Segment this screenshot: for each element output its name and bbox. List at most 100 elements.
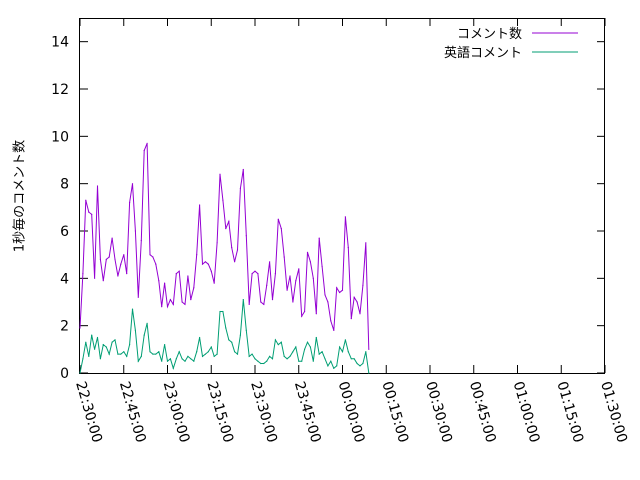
data-point-s1	[102, 344, 104, 346]
data-point-s0	[248, 303, 250, 305]
data-point-s1	[333, 367, 335, 369]
data-point-s1	[96, 336, 99, 339]
data-point-s0	[137, 296, 139, 298]
data-point-s0	[231, 247, 233, 249]
data-point-s1	[210, 346, 212, 348]
data-point-s0	[330, 320, 332, 322]
data-point-s0	[289, 275, 291, 277]
data-point-s0	[315, 313, 317, 315]
y-tick-label: 6	[60, 224, 69, 240]
data-point-s1	[105, 346, 107, 348]
data-point-s1	[184, 360, 186, 362]
x-tick-label: 22:30:00	[72, 380, 105, 445]
data-point-s1	[219, 310, 221, 313]
data-point-s1	[166, 360, 169, 362]
data-point-s0	[260, 301, 262, 303]
data-point-s1	[137, 360, 139, 362]
data-point-s1	[134, 329, 136, 331]
data-point-s1	[152, 353, 154, 355]
x-tick-label: 22:45:00	[116, 380, 149, 445]
data-point-s1	[353, 358, 355, 360]
data-point-s1	[204, 353, 206, 355]
data-point-s0	[344, 216, 346, 218]
data-point-s0	[341, 289, 344, 291]
data-point-s1	[356, 362, 358, 365]
data-point-s0	[347, 247, 349, 249]
x-tick-label: 00:45:00	[466, 380, 499, 445]
plot-frame	[79, 18, 605, 374]
data-point-s0	[117, 275, 119, 277]
data-point-s0	[274, 273, 276, 275]
data-point-s0	[184, 303, 186, 305]
data-point-s0	[306, 251, 309, 253]
data-point-s1	[193, 360, 195, 362]
data-point-s0	[251, 273, 253, 275]
data-point-s0	[99, 258, 101, 260]
data-point-s0	[368, 348, 370, 350]
data-point-s0	[190, 299, 192, 301]
data-point-s1	[216, 353, 218, 355]
data-point-s1	[201, 355, 204, 357]
data-point-s0	[339, 291, 341, 294]
data-point-s1	[155, 353, 157, 355]
data-point-s1	[277, 344, 279, 346]
data-point-s0	[199, 204, 201, 206]
data-point-s1	[175, 358, 177, 360]
data-point-s1	[309, 346, 311, 348]
data-point-s1	[114, 339, 116, 341]
data-point-s0	[356, 301, 358, 303]
series-layer	[79, 142, 370, 374]
data-point-s1	[242, 299, 244, 301]
data-point-s0	[304, 310, 306, 313]
data-point-s0	[166, 306, 169, 308]
data-point-s1	[344, 339, 346, 341]
data-point-s1	[248, 355, 250, 357]
y-tick-label: 8	[60, 177, 69, 193]
data-point-s0	[365, 242, 367, 244]
data-point-s1	[327, 365, 329, 367]
data-point-s1	[207, 351, 209, 353]
data-point-s1	[245, 329, 247, 331]
data-point-s0	[102, 280, 104, 282]
y-tick-label: 0	[60, 366, 69, 382]
data-point-s1	[79, 372, 81, 374]
y-tick-label: 14	[51, 35, 69, 51]
legend-label: 英語コメント	[444, 45, 522, 61]
data-point-s0	[254, 270, 256, 272]
data-point-s1	[225, 327, 227, 329]
data-point-s1	[312, 360, 314, 362]
data-point-s0	[82, 273, 84, 275]
data-point-s0	[134, 230, 136, 232]
data-point-s0	[277, 218, 279, 220]
data-point-s0	[222, 199, 224, 201]
x-tick-label: 00:30:00	[422, 380, 455, 445]
data-point-s0	[234, 261, 236, 263]
data-point-s1	[321, 351, 323, 353]
data-point-s1	[239, 334, 241, 336]
data-point-s0	[161, 306, 163, 308]
data-point-s0	[283, 256, 285, 258]
y-tick-label: 2	[60, 319, 69, 335]
data-point-s1	[140, 355, 142, 357]
data-point-s0	[236, 249, 239, 251]
data-point-s0	[111, 237, 113, 239]
data-point-s1	[350, 358, 352, 360]
data-point-s0	[336, 287, 338, 289]
data-point-s0	[85, 199, 87, 201]
data-point-s0	[318, 237, 320, 239]
x-tick-label: 00:00:00	[335, 380, 368, 445]
x-tick-label: 01:00:00	[510, 380, 543, 445]
data-point-s0	[271, 299, 274, 301]
data-point-s0	[228, 220, 230, 223]
data-point-s0	[350, 318, 352, 320]
data-point-s1	[280, 341, 282, 343]
data-point-s1	[330, 360, 332, 362]
data-point-s1	[336, 365, 338, 367]
data-point-s1	[260, 362, 262, 365]
data-point-s0	[269, 261, 271, 263]
x-tick-label: 23:15:00	[203, 380, 236, 445]
y-tick-label: 4	[60, 271, 69, 287]
data-point-s1	[187, 355, 189, 357]
x-tick-label: 00:15:00	[378, 380, 411, 445]
